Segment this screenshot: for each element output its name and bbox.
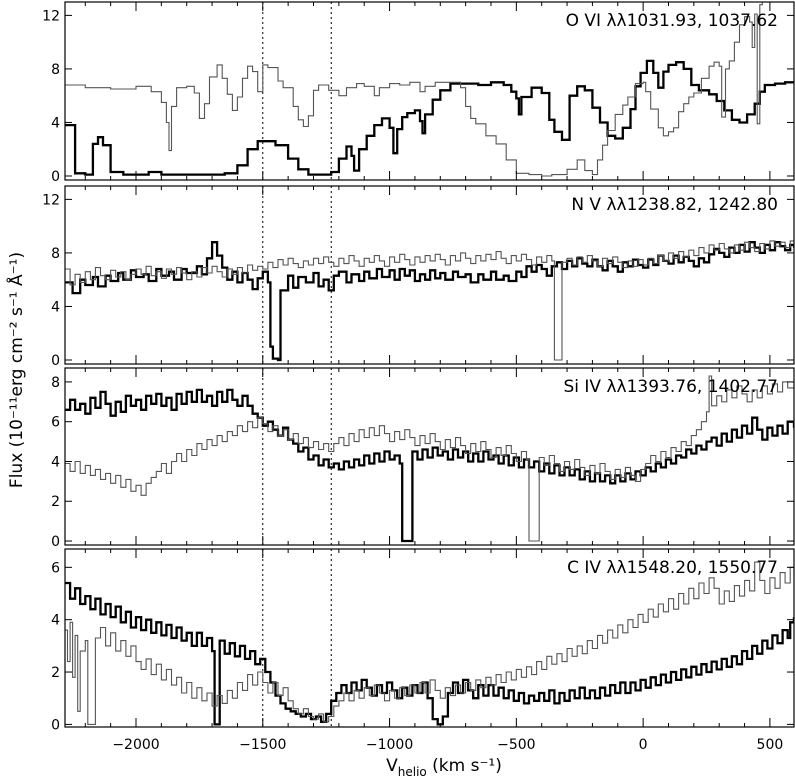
y-tick-label: 2 — [51, 665, 60, 681]
y-tick-label: 0 — [51, 169, 60, 185]
panel-title: O VI λλ1031.93, 1037.62 — [566, 11, 778, 31]
y-tick-label: 8 — [51, 246, 60, 262]
x-tick-label: −2000 — [112, 737, 159, 753]
x-tick-label: 500 — [757, 737, 784, 753]
y-tick-label: 8 — [51, 62, 60, 78]
series-thin-line — [65, 375, 794, 542]
x-tick-label: −1500 — [239, 737, 286, 753]
y-tick-label: 0 — [51, 534, 60, 550]
y-tick-label: 6 — [51, 415, 60, 431]
panel-4: 0 2 4 6 C IV λλ1548.20, 1550.77 — [51, 548, 795, 733]
series-thin-line — [65, 561, 794, 725]
y-tick-label: 6 — [51, 560, 60, 576]
y-axis-title: Flux (10⁻¹¹erg cm⁻² s⁻¹ Å⁻¹) — [5, 252, 27, 488]
panel-frame — [64, 185, 795, 365]
y-tick-label: 12 — [42, 8, 60, 24]
panel-stack: 0 4 8 12 O VI λλ1031.93, 1037.62 0 4 8 12 N V λλ1… — [42, 1, 795, 733]
x-tick-labels: −2000 −1500 −1000 −500 0 500 — [112, 737, 783, 753]
x-tick-label: 0 — [639, 737, 648, 753]
y-tick-label: 0 — [51, 353, 60, 369]
series-thick-line — [65, 388, 794, 543]
y-tick-label: 2 — [51, 494, 60, 510]
y-tick-label: 4 — [51, 454, 60, 470]
y-tick-label: 4 — [51, 115, 60, 131]
panel-frame — [64, 1, 795, 181]
panel-3: 0 2 4 6 8 Si IV λλ1393.76, 1402.77 — [51, 367, 795, 550]
series-thick-line — [65, 581, 794, 726]
y-tick-label: 4 — [51, 299, 60, 315]
series-thin-line — [65, 2, 794, 177]
x-axis-title-subscript: helio — [398, 765, 427, 779]
y-tick-label: 8 — [51, 375, 60, 391]
y-tick-label: 12 — [42, 192, 60, 208]
panel-frame — [64, 548, 795, 728]
panel-1: 0 4 8 12 O VI λλ1031.93, 1037.62 — [42, 1, 795, 185]
x-axis-title-main: V — [386, 756, 398, 776]
x-axis-title-units: (km s⁻¹) — [427, 756, 502, 776]
panel-2: 0 4 8 12 N V λλ1238.82, 1242.80 — [42, 185, 795, 369]
x-axis-title: Vhelio (km s⁻¹) — [386, 756, 502, 779]
series-thick-line — [65, 241, 794, 362]
series-thin-line — [65, 240, 794, 361]
x-tick-label: −500 — [497, 737, 535, 753]
x-tick-label: −1000 — [366, 737, 413, 753]
panel-title: Si IV λλ1393.76, 1402.77 — [564, 377, 779, 397]
y-tick-label: 0 — [51, 717, 60, 733]
y-tick-label: 4 — [51, 613, 60, 629]
panel-frame — [64, 367, 795, 546]
series-thick-line — [65, 59, 794, 176]
panel-title: N V λλ1238.82, 1242.80 — [571, 195, 778, 215]
panel-title: C IV λλ1548.20, 1550.77 — [567, 558, 778, 578]
